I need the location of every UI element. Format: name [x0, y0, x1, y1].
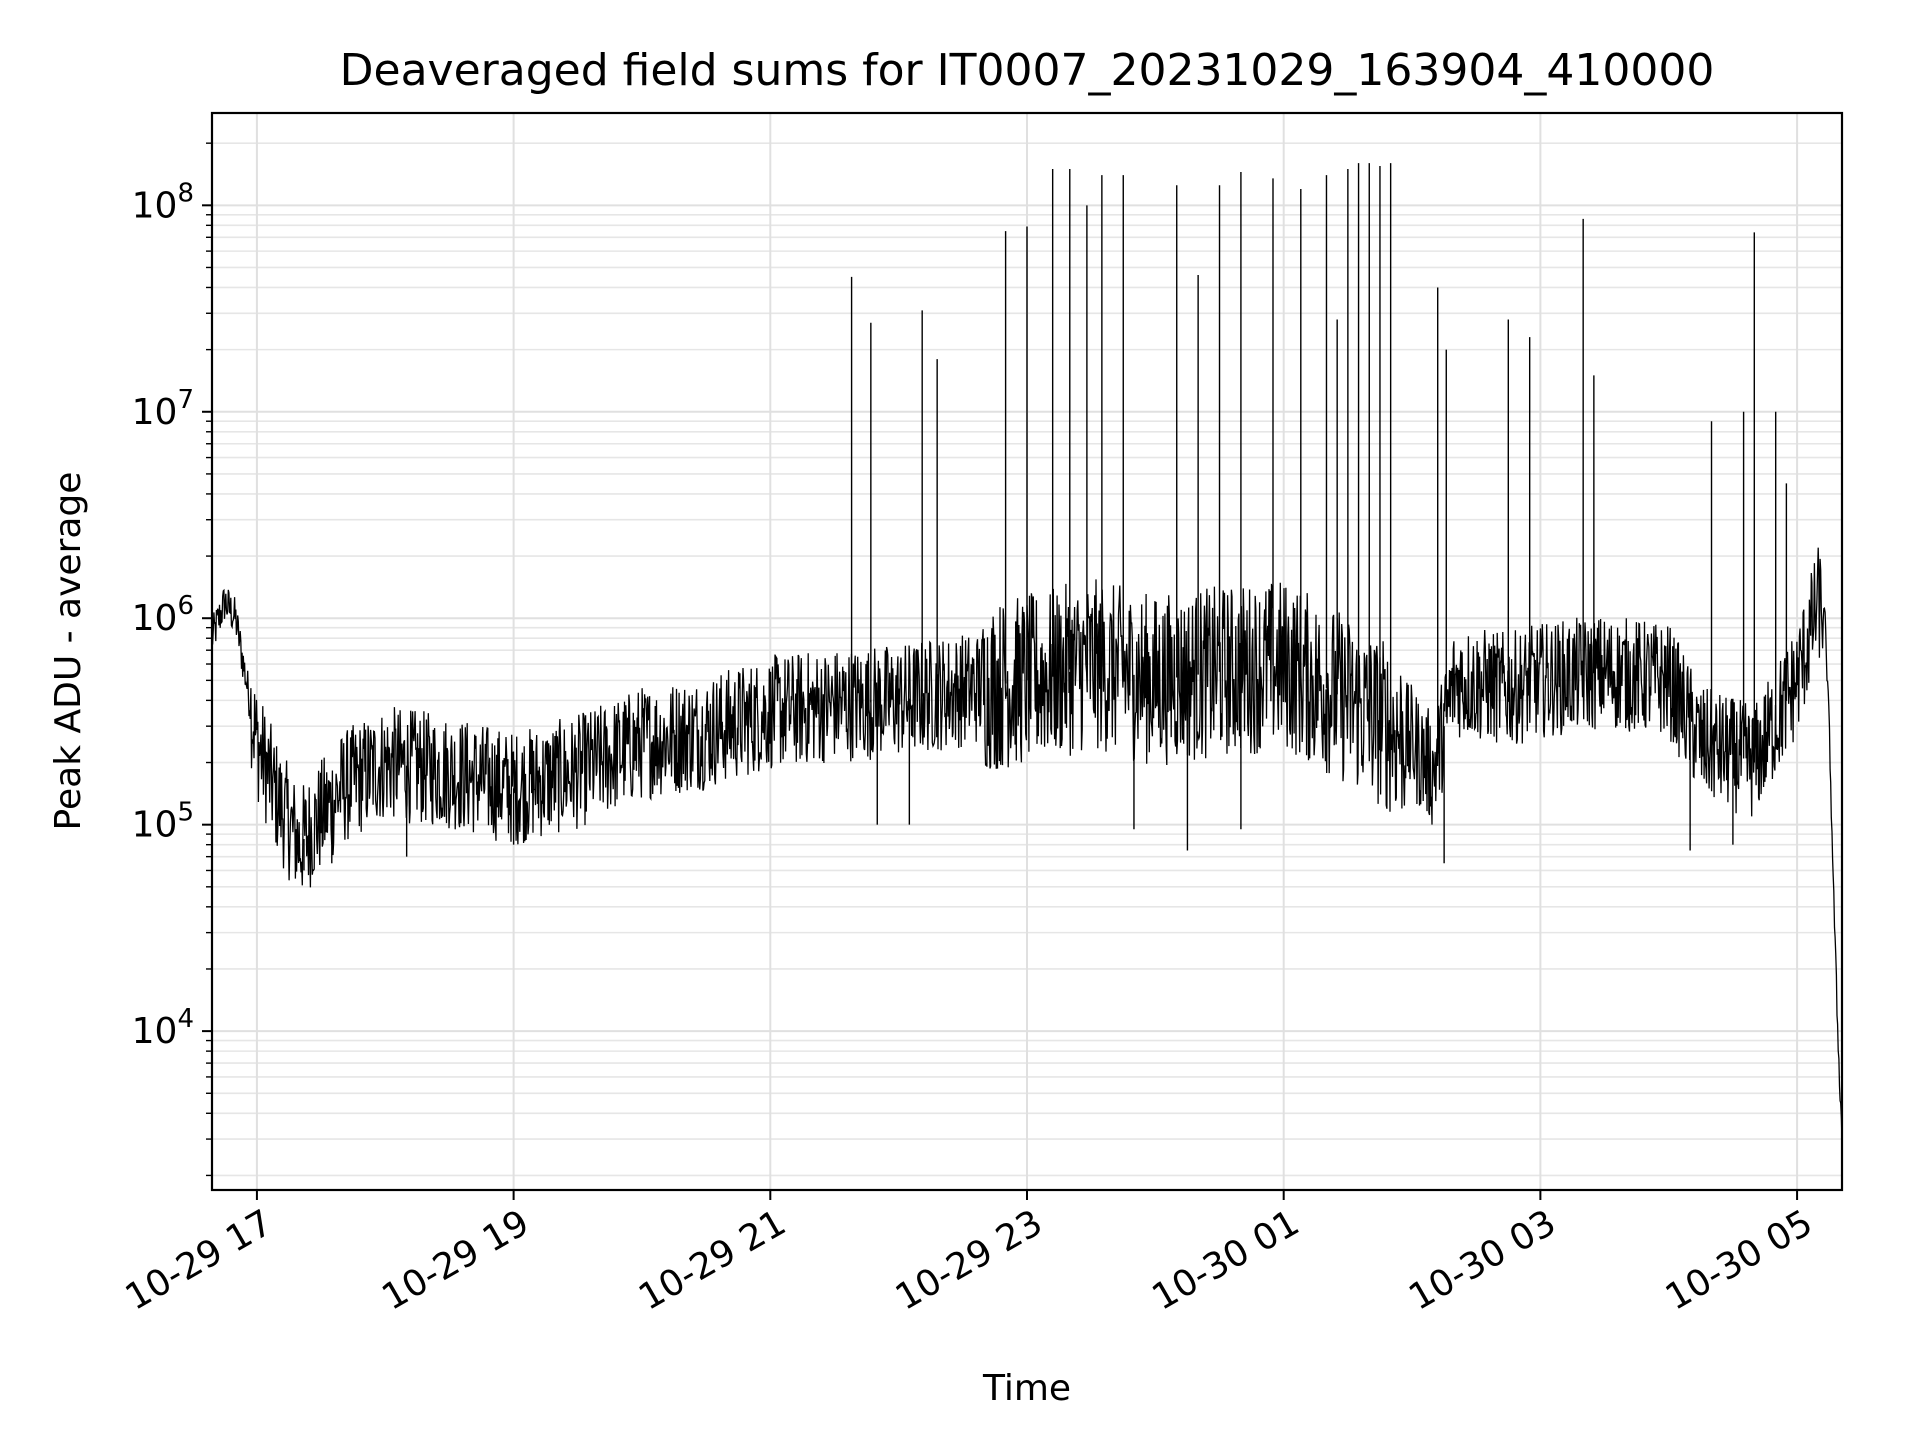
y-tick-label: 105 [132, 798, 194, 846]
chart-title: Deaveraged field sums for IT0007_2023102… [340, 45, 1715, 96]
y-axis: 104 105 106 107 108 [132, 142, 212, 1177]
y-tick-label: 108 [132, 178, 194, 226]
y-tick-label: 104 [132, 1004, 194, 1052]
y-tick-label: 106 [132, 591, 194, 639]
y-axis-label: Peak ADU - average [48, 472, 89, 831]
x-axis-label: Time [982, 1368, 1071, 1409]
plot-area [211, 163, 1843, 1143]
y-tick-label: 107 [132, 385, 194, 433]
